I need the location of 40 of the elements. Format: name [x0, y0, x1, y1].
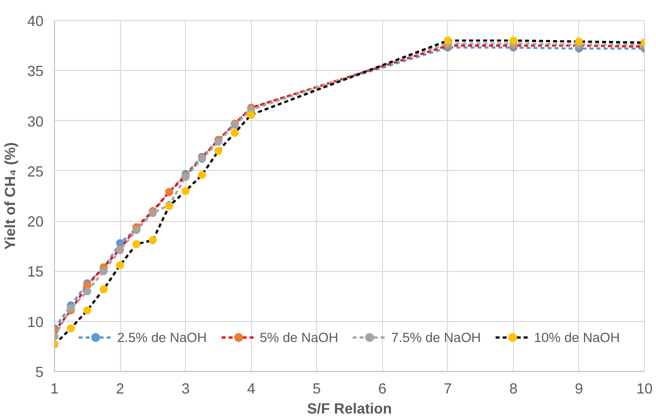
point: [214, 146, 222, 155]
y-tick-label: 25: [27, 164, 44, 180]
y-tick-label: 35: [27, 64, 44, 80]
y-tick-label: 40: [27, 14, 44, 30]
legend-label: 10% de NaOH: [534, 330, 620, 344]
point: [66, 324, 75, 332]
x-tick-label: 9: [574, 382, 584, 398]
point: [509, 36, 518, 45]
y-tick-label: 30: [27, 114, 44, 130]
x-tick-label: 6: [378, 382, 386, 398]
x-tick-label: 8: [509, 382, 518, 398]
point: [83, 306, 92, 314]
point: [83, 287, 92, 296]
y-tick-label: 20: [27, 214, 44, 231]
point: [198, 170, 206, 179]
y-tick-label: 10: [27, 314, 44, 331]
x-axis-title: S/F Relation: [307, 402, 392, 418]
point: [100, 285, 108, 294]
point: [444, 36, 452, 45]
point: [100, 267, 108, 276]
x-tick-label: 7: [444, 382, 452, 398]
point: [230, 128, 239, 137]
x-tick-label: 3: [182, 382, 190, 398]
legend-label: 5% de NaOH: [260, 330, 338, 344]
legend-label: 7.5% de NaOH: [391, 330, 481, 344]
x-tick-label: 10: [636, 382, 653, 398]
point: [148, 236, 157, 244]
x-tick-label: 1: [50, 382, 59, 398]
y-tick-label: 15: [27, 264, 44, 281]
point: [132, 240, 140, 248]
x-tick-label: 4: [247, 382, 256, 398]
y-axis-title: Yielt of CH₄ (%): [3, 142, 20, 250]
point: [116, 261, 124, 270]
y-tick-label: 5: [35, 365, 44, 381]
legend-label: 2.5% de NaOH: [117, 330, 207, 344]
x-tick-label: 2: [116, 382, 124, 398]
point: [247, 110, 256, 119]
point: [182, 186, 190, 195]
point: [574, 38, 583, 46]
x-tick-label: 5: [312, 382, 321, 398]
